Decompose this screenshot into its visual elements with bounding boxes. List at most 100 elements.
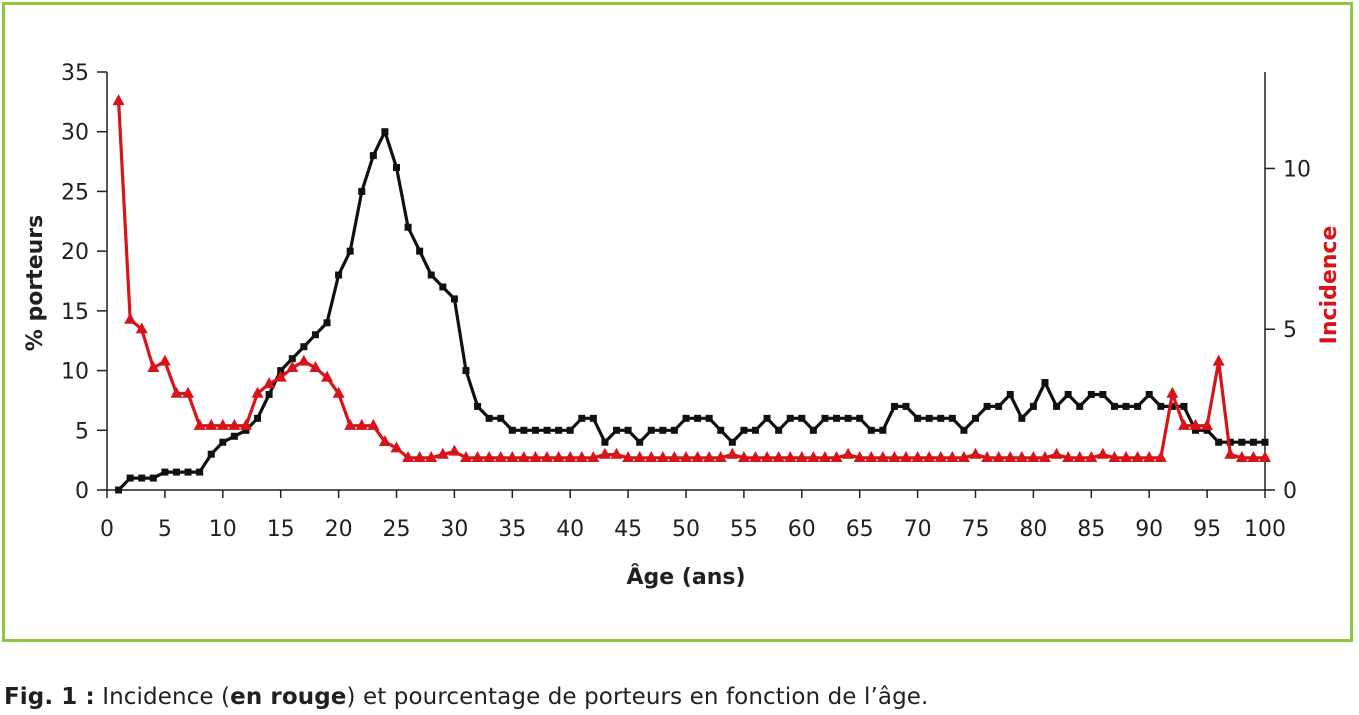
x-tick-label: 30 [440,517,468,542]
marker-porteurs [1018,414,1026,422]
x-tick-label: 0 [100,517,114,542]
marker-incidence [564,451,577,463]
x-tick-label: 5 [158,517,172,542]
marker-porteurs [1122,402,1130,410]
marker-porteurs [335,271,343,279]
marker-incidence [1259,451,1271,463]
marker-incidence [795,451,808,463]
marker-incidence [274,370,287,382]
marker-incidence [934,451,947,463]
marker-incidence [112,94,125,106]
marker-porteurs [601,438,609,446]
marker-porteurs [763,414,771,422]
x-tick-label: 75 [962,517,990,542]
marker-incidence [784,451,797,463]
marker-porteurs [126,474,134,482]
marker-porteurs [948,414,956,422]
marker-incidence [367,418,380,430]
figure-caption: Fig. 1 : Incidence (en rouge) et pourcen… [4,684,928,710]
marker-incidence [182,386,195,398]
chart-frame [2,2,1353,642]
marker-porteurs [844,414,852,422]
marker-porteurs [196,468,204,476]
x-tick-label: 55 [730,517,758,542]
marker-incidence [807,451,820,463]
marker-porteurs [925,414,933,422]
marker-porteurs [265,390,273,398]
marker-incidence [297,354,310,366]
y-tick-label: 35 [61,61,89,86]
marker-incidence [436,447,449,459]
marker-incidence [1154,451,1167,463]
marker-incidence [749,451,762,463]
marker-porteurs [659,426,667,434]
marker-incidence [911,451,924,463]
marker-porteurs [288,355,296,363]
marker-porteurs [1180,402,1188,410]
y-tick-label: 15 [61,300,89,325]
marker-porteurs [149,474,157,482]
x-tick-label: 40 [556,517,584,542]
marker-incidence [818,451,831,463]
marker-porteurs [172,468,180,476]
marker-incidence [124,312,137,324]
marker-incidence [1062,451,1075,463]
marker-incidence [1050,447,1063,459]
marker-incidence [309,360,322,372]
marker-incidence [193,418,206,430]
y-axis-label: % porteurs [23,215,48,351]
marker-incidence [714,451,727,463]
y2-axis-label: Incidence [1317,226,1342,345]
marker-porteurs [219,438,227,446]
y-tick-label: 30 [61,121,89,146]
marker-incidence [1096,447,1109,459]
marker-porteurs [1168,402,1176,410]
marker-incidence [680,451,692,463]
marker-incidence [575,451,588,463]
y-tick-label: 0 [75,479,89,504]
marker-porteurs [1099,390,1107,398]
marker-incidence [506,451,519,463]
marker-porteurs [1238,438,1246,446]
x-tick-label: 95 [1193,517,1221,542]
marker-porteurs [960,426,968,434]
marker-porteurs [311,331,319,339]
marker-incidence [957,451,970,463]
marker-incidence [1177,418,1190,430]
marker-porteurs [867,426,875,434]
marker-incidence [1131,451,1144,463]
marker-porteurs [1134,402,1142,410]
marker-porteurs [439,283,447,291]
marker-incidence [1038,451,1051,463]
marker-incidence [1004,451,1017,463]
marker-porteurs [636,438,644,446]
marker-incidence [263,377,276,389]
marker-porteurs [520,426,528,434]
marker-incidence [761,451,774,463]
marker-porteurs [902,402,910,410]
marker-porteurs [1053,402,1061,410]
marker-incidence [344,418,357,430]
x-tick-label: 60 [788,517,816,542]
marker-porteurs [1145,390,1153,398]
marker-incidence [876,451,889,463]
marker-porteurs [833,414,841,422]
marker-porteurs [358,187,366,195]
x-tick-label: 50 [672,517,700,542]
marker-porteurs [798,414,806,422]
marker-porteurs [1064,390,1072,398]
marker-porteurs [1006,390,1014,398]
marker-porteurs [728,438,736,446]
marker-porteurs [937,414,945,422]
marker-incidence [1166,386,1179,398]
marker-incidence [1224,447,1237,459]
marker-incidence [1073,451,1086,463]
marker-porteurs [566,426,574,434]
marker-incidence [1015,451,1028,463]
marker-porteurs [1076,402,1084,410]
marker-incidence [633,451,646,463]
marker-porteurs [323,319,331,327]
y-tick-label: 5 [75,419,89,444]
marker-porteurs [242,426,250,434]
marker-incidence [529,451,542,463]
